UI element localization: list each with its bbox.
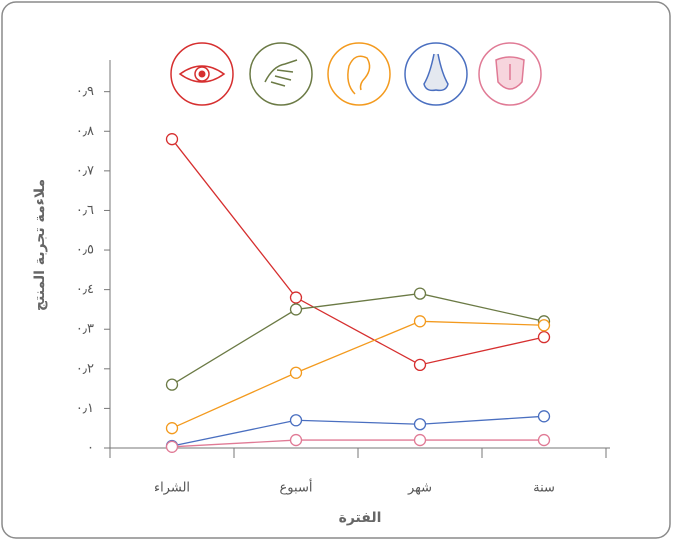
icon-glyph [178,65,226,83]
x-axis-label: الفترة [339,510,382,526]
icon-pupil [194,66,210,82]
y-tick-label: ٠٫٩ [76,84,94,99]
icon-glyph [423,53,449,92]
data-point [289,291,303,304]
data-point [413,433,427,447]
x-tick-label: سنة [533,481,555,496]
series-line [171,320,545,429]
y-tick-label: ٠ [87,441,94,456]
icon-glyph [495,56,525,90]
data-point [165,422,179,435]
icon-pupil [198,70,206,78]
data-point [165,133,179,146]
data-point [289,433,303,447]
y-tick-label: ٠٫٧ [76,163,94,178]
data-point [289,414,303,427]
data-point [165,440,179,453]
data-point [537,319,551,332]
data-point [165,378,179,391]
icon-glyph [264,59,298,87]
y-tick-label: ٠٫٣ [76,322,94,337]
sense-icon [249,42,313,106]
data-point [537,433,551,447]
y-tick-label: ٠٫٦ [76,203,94,218]
data-point [289,303,303,316]
x-tick-label: أسبوع [280,479,313,496]
data-point [289,366,303,379]
sense-icon [327,42,391,106]
sense-icon [404,42,468,106]
series-line [171,292,545,386]
y-tick-label: ٠٫٢ [76,361,94,376]
series-line [171,138,545,366]
data-point [537,410,551,423]
x-tick-label: شهر [407,481,432,496]
sense-icon [170,42,234,106]
icon-ring [327,42,391,106]
sense-icon [478,42,542,106]
data-point [537,330,551,344]
data-point [413,287,427,300]
y-tick-label: ٠٫١ [76,401,94,416]
x-tick-label: الشراء [154,481,190,496]
y-axis-label: ملاءمة تجربة المنتج [32,179,48,311]
data-point [413,418,427,431]
series-line [171,439,544,448]
x-boundary-ticks [109,448,607,458]
y-tick-label: ٠٫٨ [76,124,94,139]
icon-ring [249,42,313,106]
y-tick-label: ٠٫٥ [76,243,94,258]
icon-glyph [347,55,371,95]
data-point [413,358,427,372]
series-line [171,415,545,447]
data-point [413,315,427,328]
y-tick-label: ٠٫٤ [76,282,94,297]
